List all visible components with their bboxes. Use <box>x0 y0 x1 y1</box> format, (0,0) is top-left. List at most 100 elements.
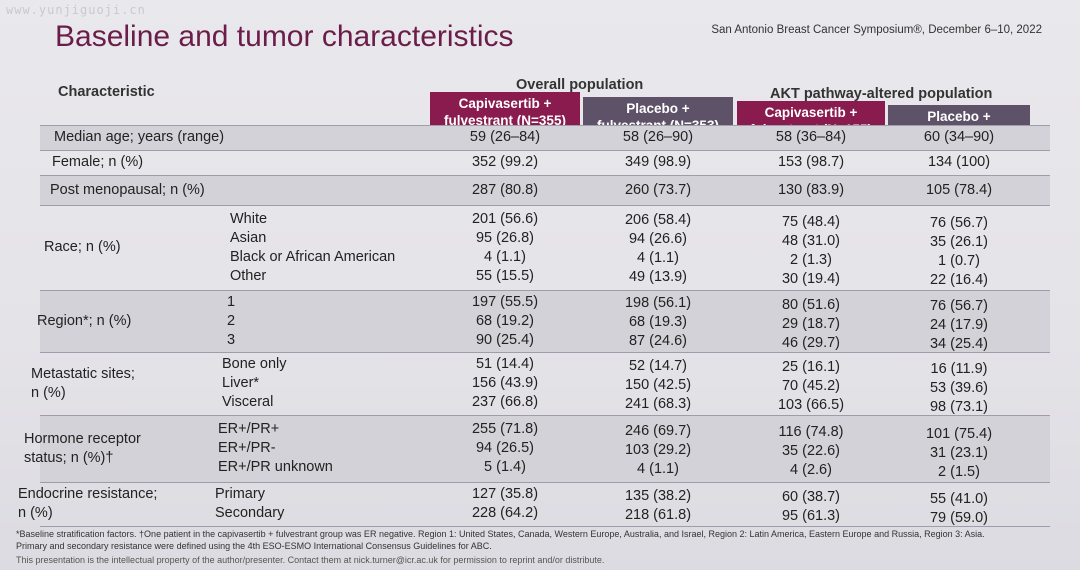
row-divider <box>40 150 1050 151</box>
row-sublabel: Black or African American <box>230 248 396 265</box>
value-cell: 68 (19.2) <box>475 312 535 329</box>
value-cell: 98 (73.1) <box>929 398 989 415</box>
event-line: San Antonio Breast Cancer Symposium®, De… <box>711 24 1042 36</box>
row-label: Endocrine resistance; n (%) <box>18 485 157 523</box>
row-sublabel: 2 <box>227 312 236 329</box>
value-cell: 134 (100) <box>927 154 991 170</box>
value-cell: 59 (26–84) <box>469 129 541 145</box>
value-cell: 34 (25.4) <box>929 336 989 353</box>
value-cell: 52 (14.7) <box>628 357 688 374</box>
value-cell: 87 (24.6) <box>628 333 688 350</box>
value-cell: 4 (2.6) <box>790 462 832 479</box>
value-cell: 197 (55.5) <box>471 293 539 310</box>
value-cell: 5 (1.4) <box>484 459 526 475</box>
value-cell: 53 (39.6) <box>929 379 989 396</box>
row-sublabel: 1 <box>227 293 236 310</box>
value-cell: 206 (58.4) <box>624 212 692 229</box>
row-divider <box>40 352 1050 353</box>
value-cell: 30 (19.4) <box>781 270 841 287</box>
value-cell: 150 (42.5) <box>624 376 692 393</box>
value-cell: 287 (80.8) <box>471 181 539 198</box>
value-cell: 105 (78.4) <box>925 181 993 198</box>
value-cell: 95 (26.8) <box>475 229 535 246</box>
value-cell: 94 (26.6) <box>628 231 688 248</box>
row-label: Race; n (%) <box>44 238 121 257</box>
characteristic-header: Characteristic <box>58 84 155 100</box>
footnote-2: Primary and secondary resistance were de… <box>16 541 492 551</box>
value-cell: 35 (26.1) <box>929 234 989 251</box>
row-divider <box>40 415 1050 416</box>
row-band <box>40 290 1050 352</box>
column-header-line: Capivasertib + <box>458 96 552 111</box>
value-cell: 35 (22.6) <box>781 443 841 460</box>
row-label-line: Metastatic sites; <box>31 365 135 382</box>
value-cell: 55 (41.0) <box>929 490 989 507</box>
row-sublabel: Visceral <box>222 394 274 410</box>
value-cell: 51 (14.4) <box>475 356 535 372</box>
watermark: www.yunjiguoji.cn <box>6 3 146 17</box>
column-header-line: Placebo + <box>927 109 991 124</box>
row-sublabel: Secondary <box>215 505 285 521</box>
value-cell: 95 (61.3) <box>781 508 841 525</box>
row-label-line: n (%) <box>18 505 53 521</box>
value-cell: 201 (56.6) <box>471 210 539 227</box>
value-cell: 58 (26–90) <box>622 129 694 145</box>
value-cell: 76 (56.7) <box>929 298 989 315</box>
value-cell: 349 (98.9) <box>624 154 692 170</box>
value-cell: 103 (29.2) <box>624 441 692 458</box>
row-label: Female; n (%) <box>52 153 143 172</box>
column-header-line: fulvestrant (N=355) <box>444 113 566 128</box>
footnote-3: This presentation is the intellectual pr… <box>16 555 605 565</box>
row-sublabel: Asian <box>230 229 267 246</box>
column-header-line: Placebo + <box>626 101 690 116</box>
value-cell: 60 (34–90) <box>923 129 995 145</box>
value-cell: 79 (59.0) <box>929 509 989 526</box>
row-divider <box>40 482 1050 483</box>
value-cell: 76 (56.7) <box>929 215 989 232</box>
value-cell: 22 (16.4) <box>929 272 989 289</box>
value-cell: 75 (48.4) <box>781 213 841 230</box>
row-divider <box>40 205 1050 206</box>
value-cell: 60 (38.7) <box>781 489 841 506</box>
value-cell: 16 (11.9) <box>930 360 988 377</box>
row-sublabel: ER+/PR+ <box>218 421 280 437</box>
value-cell: 94 (26.5) <box>475 440 535 456</box>
row-label-line: Endocrine resistance; <box>18 486 158 502</box>
value-cell: 101 (75.4) <box>925 425 993 442</box>
overall-population-header: Overall population <box>516 77 644 93</box>
value-cell: 55 (15.5) <box>475 267 535 284</box>
value-cell: 130 (83.9) <box>777 181 845 198</box>
row-sublabel: ER+/PR unknown <box>218 459 333 475</box>
row-label-line: Race; n (%) <box>44 239 121 255</box>
value-cell: 260 (73.7) <box>624 181 692 198</box>
value-cell: 255 (71.8) <box>471 421 539 437</box>
row-label-line: Post menopausal; n (%) <box>50 181 205 198</box>
value-cell: 153 (98.7) <box>777 154 845 170</box>
value-cell: 156 (43.9) <box>471 375 539 391</box>
row-label-line: status; n (%)† <box>24 449 114 466</box>
row-band <box>40 175 1050 205</box>
value-cell: 48 (31.0) <box>781 232 841 249</box>
value-cell: 29 (18.7) <box>781 315 841 332</box>
row-label-line: Region*; n (%) <box>37 312 132 329</box>
value-cell: 49 (13.9) <box>628 269 688 286</box>
row-label: Region*; n (%) <box>37 312 131 331</box>
value-cell: 127 (35.8) <box>471 486 539 502</box>
row-divider <box>40 290 1050 291</box>
column-header-line: Capivasertib + <box>764 105 858 120</box>
value-cell: 218 (61.8) <box>624 506 692 523</box>
value-cell: 241 (68.3) <box>624 395 692 412</box>
slide-title: Baseline and tumor characteristics <box>55 20 514 53</box>
value-cell: 31 (23.1) <box>929 444 989 461</box>
row-sublabel: Other <box>230 267 267 284</box>
value-cell: 68 (19.3) <box>628 314 688 331</box>
row-sublabel: White <box>230 210 268 227</box>
value-cell: 198 (56.1) <box>624 295 692 312</box>
row-label-line: Female; n (%) <box>52 154 144 170</box>
row-divider <box>40 526 1050 527</box>
value-cell: 80 (51.6) <box>781 296 841 313</box>
value-cell: 25 (16.1) <box>781 359 841 376</box>
value-cell: 1 (0.7) <box>938 253 980 270</box>
value-cell: 4 (1.1) <box>637 460 679 477</box>
value-cell: 24 (17.9) <box>929 317 989 334</box>
